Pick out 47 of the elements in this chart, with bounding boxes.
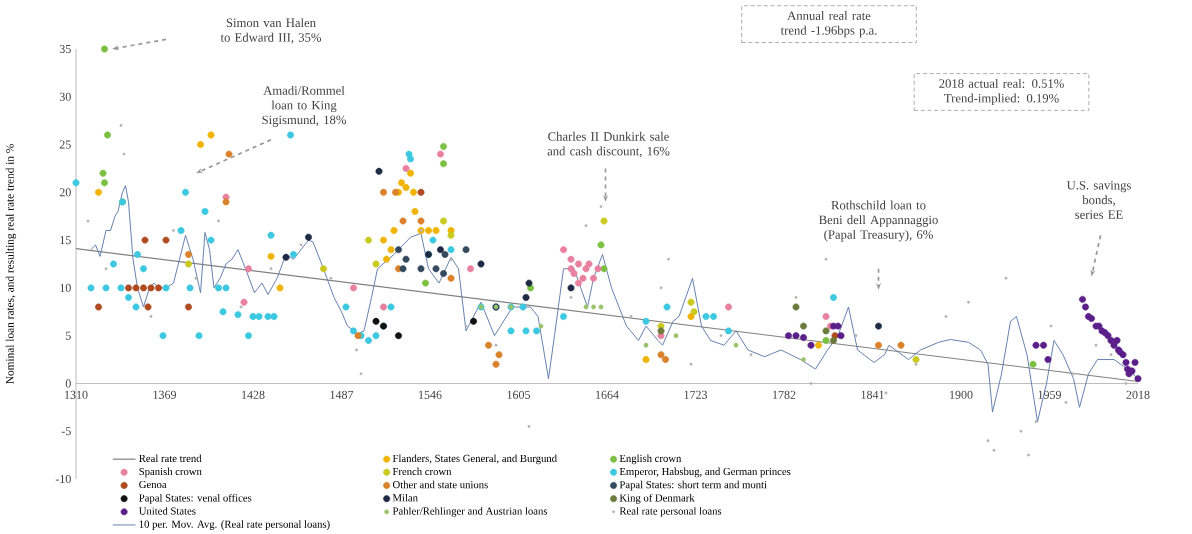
y-tick-label: -5 bbox=[61, 427, 71, 436]
x-tick-label: 1605 bbox=[507, 390, 531, 399]
x-tick-label: 1782 bbox=[773, 390, 796, 399]
y-tick-label: 30 bbox=[59, 92, 71, 101]
legend-label: United States bbox=[138, 507, 196, 515]
legend-label: Pahler/Rehlinger and Austrian loans bbox=[392, 507, 548, 517]
text: Simon van Halen to Edward III, 35% bbox=[220, 18, 322, 44]
legend-label: Other and state unions bbox=[392, 480, 488, 489]
x-tick-label: 1546 bbox=[419, 390, 442, 399]
legend-label: 10 per. Mov. Avg. (Real rate personal loans) bbox=[139, 520, 330, 530]
legend-label: Milan bbox=[392, 493, 418, 502]
legend-label: Emperor, Habsbug, and German princes bbox=[619, 467, 791, 478]
x-tick-label: 1723 bbox=[684, 390, 708, 399]
legend-label: King of Denmark bbox=[619, 493, 695, 504]
x-tick-label: 1369 bbox=[153, 390, 177, 399]
y-tick-label: 35 bbox=[59, 44, 71, 54]
legend-label: Papal States: short term and monti bbox=[619, 480, 767, 491]
x-tick-label: 2018 bbox=[1126, 390, 1150, 399]
legend-label: Genoa bbox=[139, 480, 167, 489]
y-tick-label: 20 bbox=[59, 188, 71, 197]
legend-label: English crown bbox=[619, 454, 682, 465]
y-tick-label: 25 bbox=[59, 140, 71, 149]
legend-label: Real rate trend bbox=[139, 454, 202, 462]
x-tick-label: 1428 bbox=[242, 390, 265, 399]
y-axis-title: Nominal loan rates, and resulting real rate trend in % bbox=[5, 144, 17, 384]
x-tick-label: 1959 bbox=[1038, 390, 1061, 399]
legend-label: Papal States: venal offices bbox=[139, 493, 252, 504]
x-tick-label: 1841 bbox=[861, 390, 884, 399]
annotation: 2018 actual real: 0.51% Trend-implied: 0.19% bbox=[939, 78, 1064, 106]
x-tick-label: 1310 bbox=[65, 390, 88, 399]
legend-label: Spanish crown bbox=[139, 467, 202, 478]
legend-label: Flanders, States General, and Burgund bbox=[392, 454, 557, 465]
text: Annual real rate trend -1.96bps p.a. bbox=[780, 11, 877, 38]
annotation: Charles II Dunkirk sale and cash discount, 16% bbox=[547, 131, 670, 158]
y-tick-label: 5 bbox=[65, 331, 71, 340]
legend-label: French crown bbox=[392, 467, 452, 476]
y-tick-label: -10 bbox=[55, 474, 71, 484]
x-tick-label: 1664 bbox=[596, 390, 619, 399]
annotation: U.S. savings bonds, series EE bbox=[1066, 181, 1131, 219]
legend-label: Real rate personal loans bbox=[619, 507, 722, 517]
x-tick-label: 1487 bbox=[330, 390, 354, 399]
y-tick-label: 10 bbox=[60, 283, 71, 292]
annotation: Amadi/Rommel loan to King Sigismund, 18% bbox=[262, 85, 346, 127]
y-tick-label: 15 bbox=[60, 236, 71, 245]
annotation: Rothschild loan to Beni dell Appannaggio (Papal Treasury), 6% bbox=[819, 200, 938, 242]
y-tick-label: 0 bbox=[65, 379, 71, 388]
x-tick-label: 1900 bbox=[950, 390, 973, 399]
